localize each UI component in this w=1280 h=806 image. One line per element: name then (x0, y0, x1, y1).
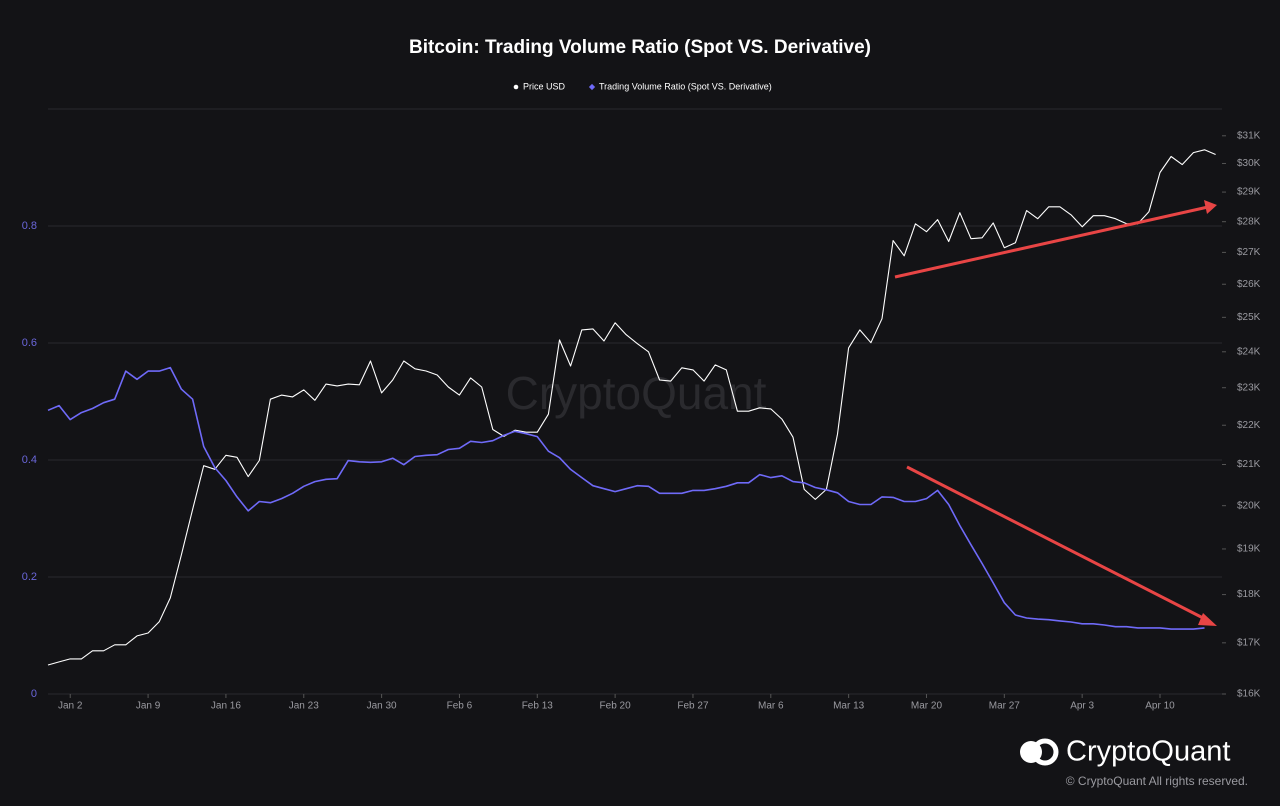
x-tick-label: Mar 27 (989, 701, 1021, 712)
y2-tick-label: $20K (1237, 500, 1261, 511)
y-tick-label: 0.8 (22, 220, 37, 232)
x-tick-label: Mar 6 (758, 701, 784, 712)
x-tick-label: Mar 20 (911, 701, 943, 712)
y2-tick-label: $19K (1237, 544, 1261, 555)
x-tick-label: Feb 20 (600, 701, 632, 712)
arrow-head (1204, 200, 1217, 214)
chart-title: Bitcoin: Trading Volume Ratio (Spot VS. … (409, 37, 871, 58)
y2-tick-label: $31K (1237, 130, 1261, 141)
brand-logo (1020, 738, 1059, 766)
y2-tick-label: $26K (1237, 279, 1261, 290)
x-tick-label: Apr 10 (1145, 701, 1175, 712)
x-tick-label: Feb 27 (677, 701, 709, 712)
x-tick-label: Jan 30 (367, 701, 397, 712)
x-tick-label: Jan 2 (58, 701, 83, 712)
y2-tick-label: $21K (1237, 459, 1261, 470)
logo-icon (1031, 738, 1059, 766)
y-tick-label: 0.2 (22, 571, 37, 583)
y2-tick-label: $23K (1237, 382, 1261, 393)
legend-marker (513, 84, 519, 90)
y2-tick-label: $24K (1237, 346, 1261, 357)
series-line (47, 366, 1205, 630)
arrows (894, 200, 1217, 626)
y2-tick-label: $17K (1237, 637, 1261, 648)
x-tick-label: Feb 13 (522, 701, 554, 712)
y-tick-label: 0 (31, 688, 37, 700)
series-line (47, 149, 1216, 666)
brand-name: CryptoQuant (1066, 736, 1230, 768)
copyright: © CryptoQuant All rights reserved. (1066, 774, 1248, 788)
y2-tick-label: $25K (1237, 312, 1261, 323)
y2-tick-label: $27K (1237, 247, 1261, 258)
plot: 0 0.2 0.4 0.6 0.8 $16K $17K $18K $19K $20K $21K $22… (22, 130, 1261, 711)
arrow-line (906, 465, 1208, 622)
y2-tick-label: $18K (1237, 589, 1261, 600)
arrow-head (1198, 613, 1217, 626)
y2-tick-label: $30K (1237, 158, 1261, 169)
legend-label: Price USD (523, 81, 566, 91)
x-tick-label: Apr 3 (1070, 701, 1094, 712)
arrow-line (894, 205, 1209, 279)
x-tick-label: Mar 13 (833, 701, 865, 712)
x-tick-label: Jan 23 (289, 701, 319, 712)
y2-tick-label: $29K (1237, 187, 1261, 198)
y2-tick-label: $22K (1237, 420, 1261, 431)
x-tick-label: Jan 16 (211, 701, 241, 712)
y-tick-label: 0.6 (22, 337, 37, 349)
x-tick-label: Jan 9 (136, 701, 161, 712)
y2-tick-label: $16K (1237, 689, 1261, 700)
x-tick-label: Feb 6 (447, 701, 473, 712)
y2-tick-label: $28K (1237, 216, 1261, 227)
y-tick-label: 0.4 (22, 454, 37, 466)
legend-label: Trading Volume Ratio (Spot VS. Derivativ… (599, 81, 772, 91)
